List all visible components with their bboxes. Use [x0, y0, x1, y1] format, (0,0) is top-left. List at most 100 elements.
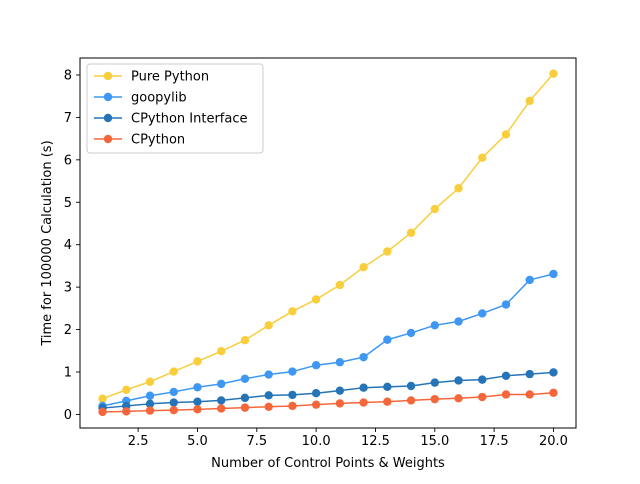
data-point [311, 295, 321, 304]
data-point [217, 347, 226, 356]
series-layer [98, 69, 558, 417]
data-point [406, 396, 416, 405]
data-point [335, 386, 345, 395]
series-3 [98, 388, 558, 417]
data-point [145, 406, 155, 415]
data-point [549, 368, 558, 377]
data-point [430, 378, 439, 387]
ticks-layer: 2.5 5.0 7.5 10.0 12.5 15.0 17.5 20.0 0 1 2 3 4 5 6 7 8 [64, 68, 568, 449]
y-axis-label: Time for 100000 Calculation (s) [40, 140, 55, 346]
data-point [478, 153, 487, 162]
legend-marker [103, 71, 113, 81]
data-point [501, 300, 511, 309]
data-point [406, 328, 416, 338]
data-point [217, 396, 226, 405]
plot-frame [79, 57, 577, 429]
x-axis-label: Number of Control Points & Weights [211, 456, 445, 471]
x-tick-label: 17.5 [480, 434, 509, 449]
data-point [98, 394, 107, 403]
data-point [264, 321, 273, 330]
legend-marker [103, 134, 113, 144]
legend-marker [103, 92, 113, 102]
data-point [98, 407, 107, 417]
data-point [454, 184, 463, 193]
data-point [217, 379, 226, 389]
data-point [501, 130, 511, 139]
legend-frame [86, 63, 264, 154]
legend: Pure Python goopylib CPython Interface CPyt… [86, 63, 264, 154]
data-point [264, 402, 273, 411]
data-point [217, 404, 226, 413]
data-point [288, 390, 297, 400]
data-point [525, 96, 534, 106]
data-point [525, 275, 534, 285]
x-tick-label: 5.0 [187, 434, 208, 449]
x-tick-label: 15.0 [420, 434, 449, 449]
data-point [169, 367, 178, 376]
data-point [193, 397, 202, 406]
data-point [383, 247, 392, 256]
series-2 [98, 368, 558, 413]
legend-label: goopylib [131, 91, 187, 106]
data-point [122, 385, 131, 395]
data-point [193, 405, 202, 414]
data-point [359, 352, 368, 362]
data-point [288, 367, 297, 376]
data-point [264, 391, 273, 400]
legend-entry: goopylib [94, 91, 187, 106]
y-tick-label: 0 [64, 408, 72, 423]
data-point [169, 387, 178, 397]
legend-entry: CPython [94, 133, 185, 148]
data-point [288, 401, 297, 411]
y-tick-label: 6 [64, 153, 72, 168]
legend-entry: Pure Python [94, 70, 209, 85]
data-point [430, 204, 439, 214]
legend-entries: Pure Python goopylib CPython Interface CPyt… [94, 70, 247, 148]
series-line [101, 72, 555, 400]
data-point [169, 405, 178, 415]
y-tick-label: 5 [64, 196, 72, 211]
y-tick-label: 1 [64, 365, 72, 380]
legend-label: CPython Interface [131, 112, 247, 127]
data-point [383, 335, 392, 344]
y-tick-label: 2 [64, 323, 72, 338]
data-point [406, 228, 416, 238]
series-1 [98, 269, 558, 411]
data-point [359, 383, 368, 392]
data-point [454, 394, 463, 403]
data-point [240, 374, 250, 383]
data-point [525, 369, 534, 379]
y-tick-label: 7 [64, 111, 72, 126]
data-point [454, 376, 463, 385]
data-point [193, 383, 202, 392]
data-point [240, 403, 250, 412]
data-point [525, 390, 534, 399]
x-tick-label: 7.5 [246, 434, 267, 449]
x-tick-label: 10.0 [302, 434, 331, 449]
data-point [264, 370, 273, 379]
data-point [501, 390, 511, 399]
data-point [335, 399, 345, 408]
legend-label: Pure Python [131, 70, 209, 85]
data-point [240, 335, 250, 345]
data-point [549, 388, 558, 397]
data-point [335, 280, 345, 290]
data-point [145, 377, 155, 386]
series-0 [98, 69, 558, 403]
data-point [454, 317, 463, 326]
legend-entry: CPython Interface [94, 112, 247, 127]
data-point [430, 394, 439, 404]
legend-label: CPython [131, 133, 185, 148]
data-point [335, 358, 345, 367]
data-point [501, 371, 511, 381]
data-point [430, 321, 439, 330]
y-tick-label: 4 [64, 238, 72, 253]
data-point [193, 357, 202, 366]
data-point [478, 392, 487, 402]
data-point [311, 361, 321, 370]
x-tick-label: 2.5 [128, 434, 149, 449]
data-point [549, 69, 558, 78]
x-tick-label: 20.0 [539, 434, 568, 449]
data-point [383, 397, 392, 406]
